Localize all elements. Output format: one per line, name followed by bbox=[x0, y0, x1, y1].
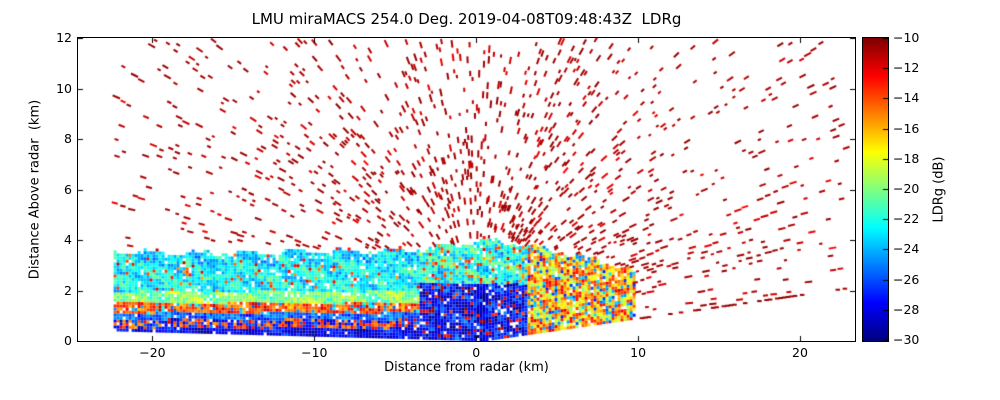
colorbar-label: LDRg (dB) bbox=[931, 156, 947, 223]
y-tick-label: 10 bbox=[56, 80, 72, 96]
x-tick-label: −10 bbox=[301, 345, 328, 360]
colorbar-tick-label: −30 bbox=[893, 332, 920, 347]
colorbar-tick-label: −16 bbox=[893, 120, 920, 136]
x-tick-label: −20 bbox=[139, 345, 166, 360]
plot-area bbox=[77, 37, 856, 342]
colorbar-tick-label: −24 bbox=[893, 241, 920, 257]
y-tick-label: 6 bbox=[64, 181, 72, 197]
x-tick-label: 20 bbox=[792, 345, 808, 360]
colorbar-tick-label: −28 bbox=[893, 301, 920, 317]
colorbar-tick-label: −14 bbox=[893, 90, 920, 106]
colorbar-tick-label: −20 bbox=[893, 181, 920, 196]
y-tick-label: 4 bbox=[64, 232, 72, 247]
plot-title: LMU miraMACS 254.0 Deg. 2019-04-08T09:48… bbox=[251, 10, 682, 28]
colorbar-tick-label: −10 bbox=[893, 30, 920, 45]
radar-heatmap-canvas bbox=[78, 38, 855, 341]
x-tick-label: 10 bbox=[630, 345, 647, 360]
colorbar-tick-label: −12 bbox=[893, 60, 920, 76]
y-tick-label: 0 bbox=[64, 333, 72, 348]
x-tick-label: 0 bbox=[472, 345, 481, 360]
y-tick-label: 12 bbox=[56, 30, 72, 45]
colorbar-tick-label: −26 bbox=[893, 271, 920, 287]
colorbar-gradient-canvas bbox=[863, 38, 888, 341]
colorbar bbox=[862, 37, 889, 342]
y-tick-label: 2 bbox=[64, 282, 72, 298]
colorbar-tick-label: −22 bbox=[893, 211, 920, 227]
x-axis-label: Distance from radar (km) bbox=[384, 360, 549, 375]
colorbar-tick-label: −18 bbox=[893, 150, 920, 166]
y-tick-label: 8 bbox=[64, 131, 72, 146]
